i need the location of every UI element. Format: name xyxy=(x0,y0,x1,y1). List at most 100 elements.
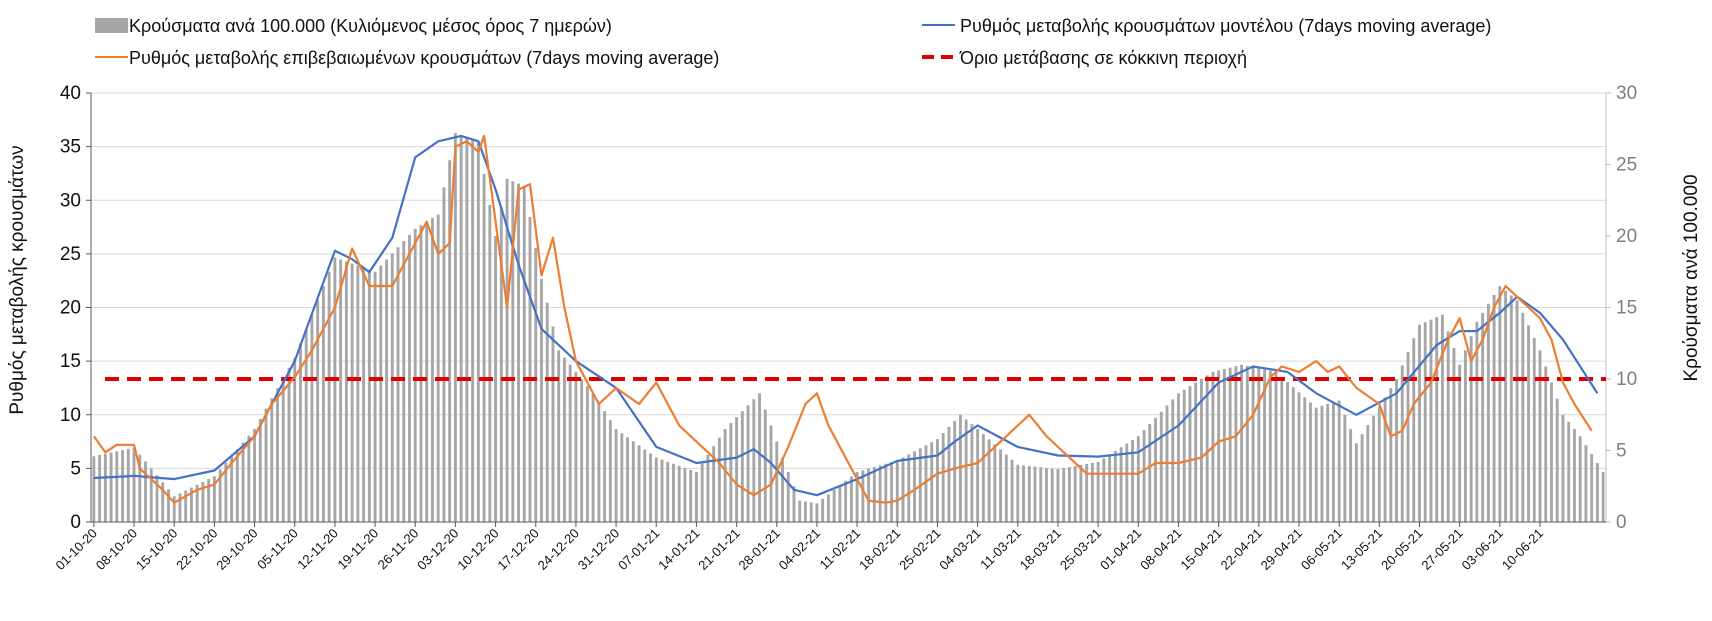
bar xyxy=(1096,461,1100,522)
legend-label-bars: Κρούσματα ανά 100.000 (Κυλιόμενος μέσος … xyxy=(129,16,612,36)
bar xyxy=(1343,414,1347,522)
bar xyxy=(1544,366,1548,522)
bar xyxy=(706,454,710,522)
bar xyxy=(832,489,836,522)
bar xyxy=(1486,303,1490,522)
bar xyxy=(878,465,882,522)
bar xyxy=(1590,454,1594,522)
bar xyxy=(184,490,188,522)
bar xyxy=(1538,350,1542,522)
x-tick-label: 05-11-20 xyxy=(254,526,301,573)
bar xyxy=(1458,364,1462,522)
bar xyxy=(1297,392,1301,522)
bar xyxy=(557,350,561,522)
bar xyxy=(821,498,825,522)
bar xyxy=(1469,336,1473,522)
bar xyxy=(1527,325,1530,522)
bar xyxy=(390,253,394,522)
bar xyxy=(321,286,325,522)
bar xyxy=(339,259,343,522)
bar xyxy=(700,463,704,522)
x-tick-label: 18-02-21 xyxy=(856,526,903,573)
bar xyxy=(769,425,773,522)
bar xyxy=(1274,371,1278,522)
bar xyxy=(1188,386,1192,522)
bar xyxy=(1509,295,1513,522)
bar xyxy=(350,263,354,522)
bar xyxy=(367,269,371,522)
bar xyxy=(172,496,176,522)
left-tick-label: 40 xyxy=(60,83,81,104)
bar xyxy=(1217,370,1221,522)
bar xyxy=(459,135,463,523)
bar xyxy=(534,247,538,522)
bar xyxy=(1366,424,1370,522)
bar xyxy=(1446,331,1450,522)
x-tick-label: 28-01-21 xyxy=(735,526,782,573)
bar xyxy=(482,174,486,523)
bar xyxy=(488,205,492,522)
bar xyxy=(872,467,876,522)
bar xyxy=(1441,314,1444,522)
x-tick-label: 11-02-21 xyxy=(817,526,864,573)
bar xyxy=(1056,469,1060,522)
bar xyxy=(758,393,761,522)
bar xyxy=(907,454,911,522)
right-tick-label: 10 xyxy=(1616,369,1637,390)
bar xyxy=(1389,388,1393,522)
bar xyxy=(786,471,790,522)
bar xyxy=(649,453,652,522)
bar xyxy=(746,405,750,522)
x-tick-label: 18-03-21 xyxy=(1017,526,1064,573)
bar xyxy=(408,234,411,522)
bar xyxy=(855,471,859,522)
bar xyxy=(1228,367,1232,522)
bar xyxy=(1062,468,1066,522)
bar xyxy=(976,429,980,522)
left-axis-ticks: 0 5 10 15 20 25 30 35 40 xyxy=(60,83,91,533)
bar xyxy=(1102,458,1106,522)
bar xyxy=(1027,466,1031,522)
bar xyxy=(373,271,377,522)
right-tick-label: 30 xyxy=(1616,83,1637,104)
bar xyxy=(103,453,107,522)
bar xyxy=(1022,465,1025,522)
x-tick-label: 25-03-21 xyxy=(1057,526,1104,573)
bar xyxy=(310,314,314,522)
bar xyxy=(212,476,216,522)
bar xyxy=(442,187,446,522)
bar xyxy=(126,448,130,522)
bar xyxy=(1475,321,1479,522)
bar xyxy=(1383,397,1387,522)
bar xyxy=(362,267,366,522)
x-tick-label: 12-11-20 xyxy=(294,526,341,573)
bar xyxy=(293,357,297,522)
bar xyxy=(999,449,1003,522)
bar xyxy=(1360,434,1364,522)
bar xyxy=(167,489,170,522)
bar xyxy=(528,216,532,522)
right-tick-label: 15 xyxy=(1616,298,1637,319)
bar xyxy=(574,371,578,522)
bar xyxy=(591,393,595,522)
bar xyxy=(517,183,520,523)
bar xyxy=(637,445,641,522)
bar xyxy=(299,343,302,522)
bar xyxy=(522,185,526,522)
bar xyxy=(763,409,767,522)
bar xyxy=(453,133,457,523)
bar xyxy=(1532,337,1536,522)
left-tick-label: 0 xyxy=(70,512,81,533)
bar xyxy=(890,462,893,522)
x-axis-ticks: 01-10-2008-10-2015-10-2022-10-2029-10-20… xyxy=(53,522,1546,573)
x-tick-label: 03-12-20 xyxy=(414,526,461,573)
x-tick-label: 04-03-21 xyxy=(936,526,983,573)
bar xyxy=(1349,429,1353,522)
bar xyxy=(138,454,142,522)
bar xyxy=(1395,379,1398,522)
right-tick-label: 5 xyxy=(1616,441,1627,462)
bar xyxy=(1435,317,1439,522)
bar xyxy=(436,214,440,523)
bar xyxy=(953,420,957,522)
bar xyxy=(264,408,268,522)
